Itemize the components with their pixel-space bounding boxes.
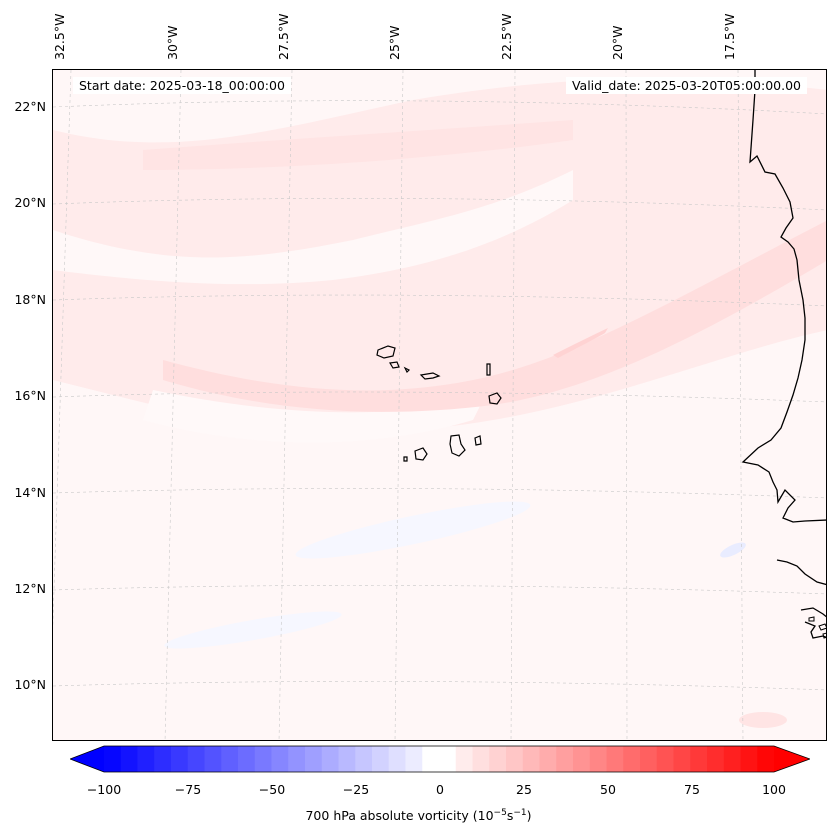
colorbar-cell: [372, 746, 390, 772]
vorticity-streak: [553, 328, 608, 358]
island-sal: [486, 363, 491, 376]
start-date-label: Start date: 2025-03-18_00:00:00: [73, 77, 291, 94]
colorbar-tick-neg25: −25: [342, 782, 370, 797]
colorbar-cell: [640, 746, 658, 772]
colorbar-cell: [171, 746, 189, 772]
colorbar-cell: [506, 746, 524, 772]
island-brava: [403, 456, 408, 462]
colorbar-cell: [573, 746, 591, 772]
colorbar-cell: [137, 746, 155, 772]
colorbar-cell: [757, 746, 775, 772]
island-maio: [474, 435, 482, 446]
colorbar-cell: [104, 746, 122, 772]
colorbar-cell: [472, 746, 490, 772]
graticule: [53, 70, 826, 740]
vorticity-gap-white-1: [53, 170, 573, 285]
colorbar-cell: [455, 746, 473, 772]
lon-label-30w: 30°W: [165, 25, 180, 60]
colorbar-cell: [120, 746, 138, 772]
vorticity-gap-white-2: [143, 390, 483, 443]
colorbar-cell: [623, 746, 641, 772]
colorbar-cell: [204, 746, 222, 772]
valid-date-label: Valid_date: 2025-03-20T05:00:00.00: [565, 77, 807, 94]
colorbar-outline: [70, 745, 810, 773]
colorbar-cell: [355, 746, 373, 772]
lon-label-27-5w: 27.5°W: [276, 13, 291, 60]
west-africa-coastline: [741, 70, 826, 523]
colorbar-cell: [707, 746, 725, 772]
colorbar-cell: [154, 746, 172, 772]
colorbar-cell: [338, 746, 356, 772]
vorticity-band-upper: [143, 120, 573, 170]
lon-label-32-5w: 32.5°W: [52, 13, 67, 60]
vorticity-negative-patch-2: [164, 611, 342, 649]
colorbar-cell: [321, 746, 339, 772]
colorbar-cell: [589, 746, 607, 772]
vorticity-negative-patch-1: [295, 501, 531, 559]
colorbar-cell: [673, 746, 691, 772]
colorbar-cell: [690, 746, 708, 772]
cape-verde-islands: [376, 345, 502, 462]
vorticity-positive-patch: [739, 712, 787, 728]
colorbar-tick-100: 100: [762, 782, 786, 797]
lat-label-14n: 14°N: [14, 485, 46, 500]
colorbar-tick-neg50: −50: [258, 782, 286, 797]
colorbar-tick-50: 50: [600, 782, 616, 797]
colorbar-cell: [439, 746, 457, 772]
colorbar-tick-neg75: −75: [174, 782, 202, 797]
island-santo-antao: [376, 345, 396, 359]
colorbar-label: 700 hPa absolute vorticity (10−5s−1): [305, 808, 532, 824]
colorbar-tick-0: 0: [436, 782, 444, 797]
lon-label-25w: 25°W: [387, 25, 402, 60]
colorbar-tick-75: 75: [684, 782, 700, 797]
colorbar-cell: [723, 746, 741, 772]
island-sao-vicente: [389, 361, 400, 369]
colorbar-tick-neg100: −100: [86, 782, 122, 797]
colorbar-cell: [238, 746, 256, 772]
colorbar-cell: [254, 746, 272, 772]
colorbar-cell: [556, 746, 574, 772]
coastal-islands-bijagos: [808, 616, 826, 639]
colorbar-cell: [271, 746, 289, 772]
colorbar-cell: [539, 746, 557, 772]
island-santiago: [449, 434, 466, 457]
colorbar-cell: [305, 746, 323, 772]
island-santa-luzia: [403, 366, 411, 374]
colorbar-extend-min: [70, 746, 104, 772]
colorbar-cell: [656, 746, 674, 772]
island-fogo: [414, 447, 428, 461]
lon-label-22-5w: 22.5°W: [499, 13, 514, 60]
colorbar-cell: [740, 746, 758, 772]
vorticity-negative-patch-3: [720, 542, 746, 558]
colorbar: [70, 745, 810, 773]
island-boa-vista: [488, 392, 502, 405]
lat-label-20n: 20°N: [14, 195, 46, 210]
colorbar-cells: [70, 745, 810, 773]
colorbar-cell: [221, 746, 239, 772]
island-sao-nicolau: [419, 372, 441, 380]
colorbar-cell: [422, 746, 440, 772]
lon-label-17-5w: 17.5°W: [722, 13, 737, 60]
lat-label-16n: 16°N: [14, 388, 46, 403]
map-panel[interactable]: [52, 69, 827, 741]
colorbar-extend-max: [774, 746, 810, 772]
colorbar-cell: [522, 746, 540, 772]
lat-label-18n: 18°N: [14, 292, 46, 307]
lon-label-20w: 20°W: [610, 25, 625, 60]
vorticity-map: [53, 70, 826, 740]
lat-label-10n: 10°N: [14, 677, 46, 692]
colorbar-tick-25: 25: [516, 782, 532, 797]
colorbar-cell: [187, 746, 205, 772]
lat-label-22n: 22°N: [14, 99, 46, 114]
colorbar-cell: [606, 746, 624, 772]
lat-label-12n: 12°N: [14, 581, 46, 596]
colorbar-cell: [405, 746, 423, 772]
colorbar-cell: [288, 746, 306, 772]
colorbar-cell: [489, 746, 507, 772]
colorbar-cell: [388, 746, 406, 772]
